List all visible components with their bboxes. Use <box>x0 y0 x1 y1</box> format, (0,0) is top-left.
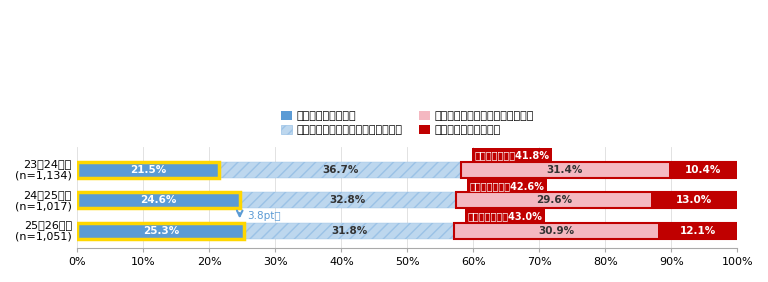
Bar <box>462 162 737 178</box>
Bar <box>462 162 669 178</box>
Text: 30.9%: 30.9% <box>538 226 574 236</box>
Legend: 全く決まっていない, どちらかといえば、決まっていない, どちらかといえば、決まっている, 具体的に決まっている: 全く決まっていない, どちらかといえば、決まっていない, どちらかといえば、決ま… <box>276 107 538 140</box>
Bar <box>651 192 737 208</box>
Bar <box>658 223 738 239</box>
Bar <box>78 162 220 178</box>
Text: 29.6%: 29.6% <box>536 195 572 205</box>
Bar <box>454 223 658 239</box>
Text: 32.8%: 32.8% <box>329 195 366 205</box>
Text: 13.0%: 13.0% <box>676 195 713 205</box>
Text: 10.4%: 10.4% <box>685 165 721 175</box>
Text: 決まっている：42.6%: 決まっている：42.6% <box>469 181 545 191</box>
Bar <box>78 223 244 239</box>
Text: 決まっている：41.8%: 決まっている：41.8% <box>475 150 550 160</box>
Text: 25.3%: 25.3% <box>143 226 179 236</box>
Text: 12.1%: 12.1% <box>680 226 716 236</box>
Text: 31.4%: 31.4% <box>547 165 583 175</box>
Text: 3.8pt増: 3.8pt増 <box>247 211 281 221</box>
Bar <box>454 223 738 239</box>
Bar <box>669 162 737 178</box>
Bar <box>78 192 240 208</box>
Bar <box>78 192 240 208</box>
Text: 36.7%: 36.7% <box>322 165 359 175</box>
Bar <box>78 223 244 239</box>
Bar <box>244 223 454 239</box>
Bar <box>456 192 737 208</box>
Text: 31.8%: 31.8% <box>331 226 367 236</box>
Text: 21.5%: 21.5% <box>131 165 167 175</box>
Bar <box>456 192 651 208</box>
Bar <box>78 162 220 178</box>
Text: 決まっている：43.0%: 決まっている：43.0% <box>468 212 542 222</box>
Bar <box>220 162 462 178</box>
Text: 24.6%: 24.6% <box>141 195 177 205</box>
Bar <box>240 192 456 208</box>
